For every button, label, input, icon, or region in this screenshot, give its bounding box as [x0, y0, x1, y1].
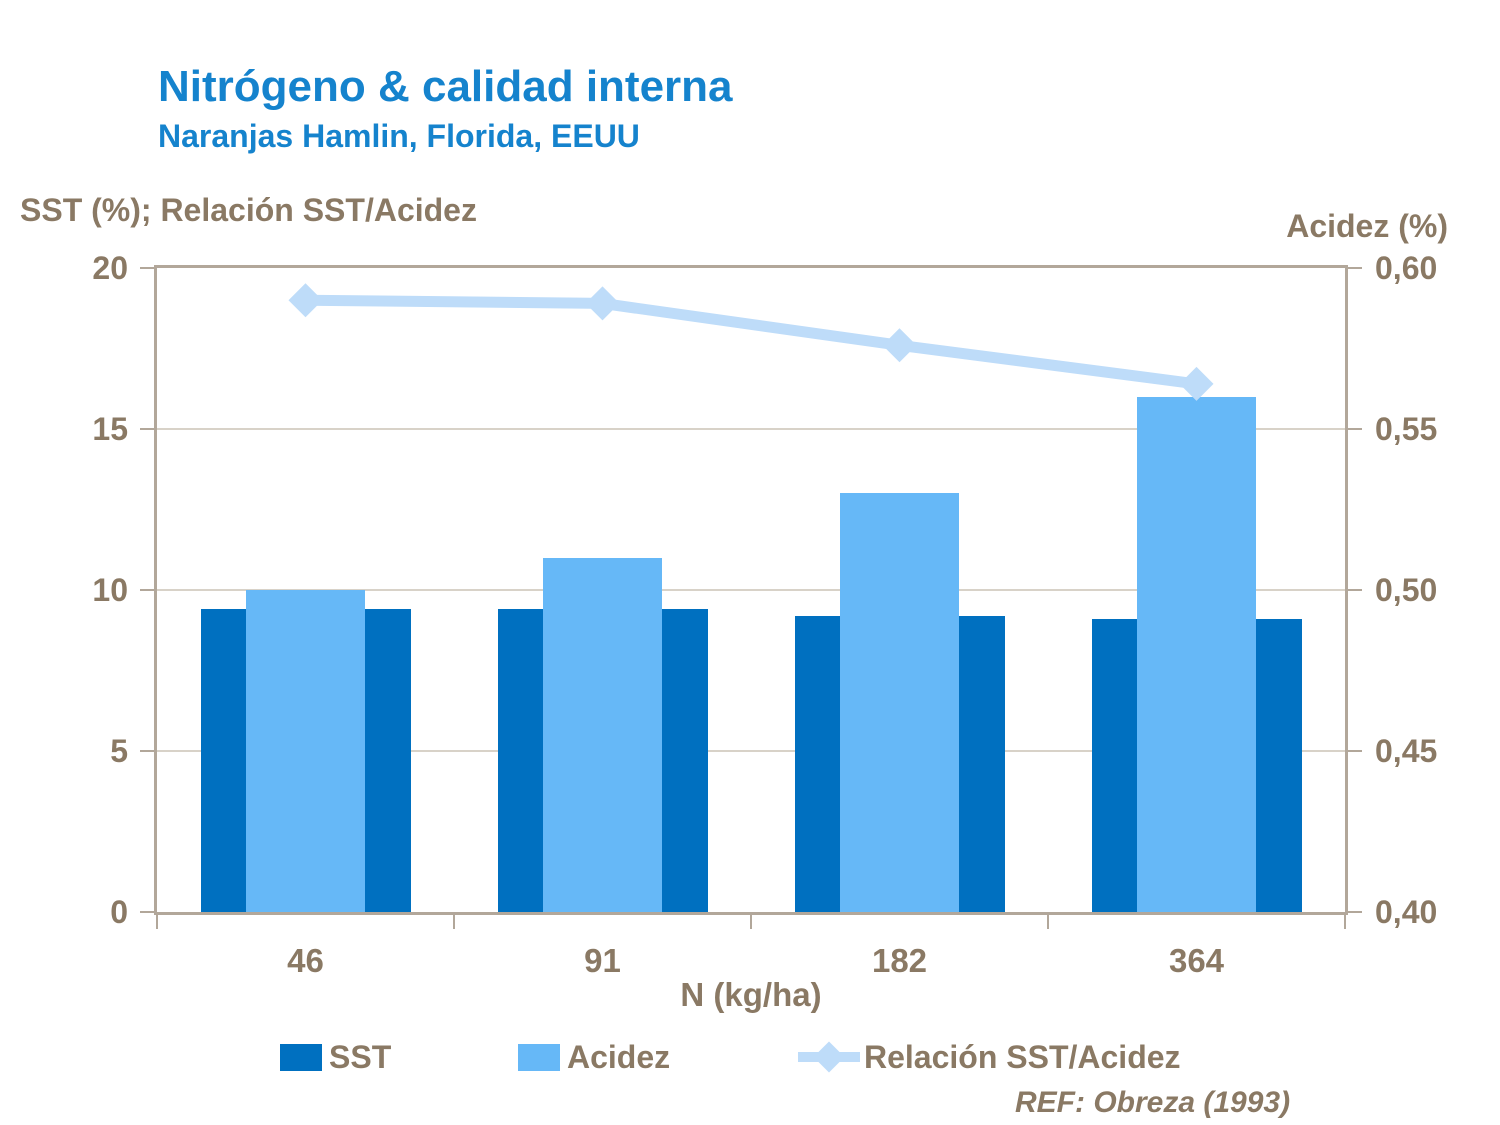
- y-tick-label-left: 0: [110, 894, 128, 930]
- legend-label-acidez: Acidez: [567, 1038, 671, 1075]
- y-axis-tick-right: [1348, 750, 1362, 752]
- y-tick-label-left: 20: [92, 250, 128, 286]
- legend-line-diamond-icon: [798, 1040, 860, 1074]
- y-axis-tick-left: [140, 428, 154, 430]
- bar-acidez-46: [246, 590, 365, 912]
- y-tick-label-right: 0,45: [1375, 733, 1438, 769]
- x-axis-tick: [156, 915, 158, 929]
- y-axis-tick-right: [1348, 428, 1362, 430]
- ratio-marker-diamond-icon: [882, 328, 917, 363]
- x-tick-label: 182: [871, 942, 928, 979]
- left-axis-title: SST (%); Relación SST/Acidez: [20, 192, 477, 228]
- y-axis-tick-left: [140, 750, 154, 752]
- x-axis-tick: [1047, 915, 1049, 929]
- y-tick-label-left: 10: [92, 572, 128, 608]
- x-tick-label: 46: [287, 942, 324, 979]
- x-tick-label: 91: [584, 942, 621, 979]
- gridline: [157, 589, 1345, 591]
- x-axis-title: N (kg/ha): [680, 976, 822, 1013]
- y-axis-tick-right: [1348, 267, 1362, 269]
- legend-item-sst: SST: [280, 1038, 392, 1075]
- bar-acidez-364: [1137, 396, 1256, 912]
- x-axis-tick: [750, 915, 752, 929]
- ratio-marker-diamond-icon: [1179, 366, 1214, 401]
- y-tick-label-left: 5: [110, 733, 128, 769]
- y-tick-label-right: 0,60: [1375, 250, 1438, 286]
- ref-note: REF: Obreza (1993): [1015, 1086, 1291, 1119]
- bar-acidez-182: [840, 493, 959, 912]
- y-axis-tick-right: [1348, 911, 1362, 913]
- ratio-marker-diamond-icon: [288, 283, 323, 318]
- x-tick-label: 364: [1168, 942, 1225, 979]
- x-axis-tick: [453, 915, 455, 929]
- ratio-line: [305, 294, 1198, 390]
- ratio-line-layer: [288, 283, 1214, 401]
- x-axis-tick: [1344, 915, 1346, 929]
- plot-area: 0 0,40 5 0,45 10 0,50 15 0,55 20 0,60 46 91 182 364: [92, 250, 1437, 979]
- y-axis-tick-left: [140, 911, 154, 913]
- legend-item-ratio: Relación SST/Acidez: [798, 1038, 1181, 1075]
- y-axis-tick-right: [1348, 589, 1362, 591]
- bar-acidez-91: [543, 557, 662, 912]
- y-tick-label-right: 0,55: [1375, 411, 1438, 447]
- ratio-marker-diamond-icon: [585, 286, 620, 321]
- legend-swatch-acidez: [518, 1043, 560, 1071]
- gridline: [157, 428, 1345, 430]
- page-subtitle: Naranjas Hamlin, Florida, EEUU: [158, 118, 640, 154]
- y-axis-tick-left: [140, 267, 154, 269]
- legend-label-sst: SST: [329, 1038, 392, 1075]
- page-title: Nitrógeno & calidad interna: [158, 62, 733, 111]
- y-tick-label-right: 0,40: [1375, 894, 1438, 930]
- gridline: [157, 750, 1345, 752]
- legend-swatch-sst: [280, 1043, 322, 1071]
- y-axis-tick-left: [140, 589, 154, 591]
- right-axis-title: Acidez (%): [1286, 208, 1448, 244]
- legend-item-acidez: Acidez: [518, 1038, 671, 1075]
- y-tick-label-left: 15: [92, 411, 128, 447]
- y-tick-label-right: 0,50: [1375, 572, 1438, 608]
- legend-label-ratio: Relación SST/Acidez: [864, 1038, 1181, 1075]
